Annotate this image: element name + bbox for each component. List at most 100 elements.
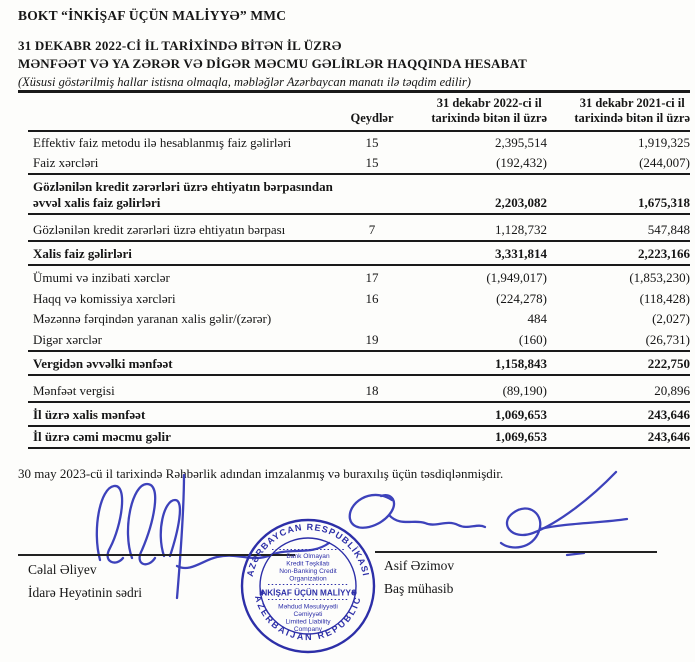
- row-value-2021: (118,428): [639, 290, 690, 306]
- stamp-outer-ring: [240, 518, 376, 654]
- company-name: BOKT “İNKİŞAF ÜÇÜN MALİYYƏ” MMC: [18, 8, 287, 23]
- row-note: [336, 425, 408, 449]
- row-value-2021: 20,896: [547, 374, 690, 403]
- stamp-org-line4: Organization: [289, 576, 327, 583]
- header-2021-line2: tarixində bitən il üzrə: [574, 111, 690, 125]
- row-label: Effektiv faiz metodu ilə hesablanmış fai…: [33, 134, 292, 150]
- stamp-legal-line2: Cəmiyyəti: [294, 611, 323, 618]
- row-label: Haqq və komissiya xərcləri: [33, 290, 176, 306]
- signatory-right-title: Baş mühasib: [384, 581, 454, 596]
- row-value-2021: (1,853,230): [629, 270, 690, 285]
- row-label: Gözlənilən kredit zərərləri üzrə ehtiyat…: [28, 174, 336, 215]
- row-value-2022: 3,331,814: [408, 241, 547, 266]
- header-2021: 31 dekabr 2021-ci il tarixində bitən il …: [547, 96, 690, 132]
- report-title-line1: 31 DEKABR 2022-Cİ İL TARİXİNDƏ BİTƏN İL …: [18, 38, 342, 53]
- row-value-2021: 1,675,318: [547, 174, 690, 215]
- table-row: Vergidən əvvəlki mənfəət 1,158,843 222,7…: [28, 350, 690, 376]
- approval-statement: 30 may 2023-cü il tarixində Rəhbərlik ad…: [18, 466, 504, 481]
- row-value-2021: 243,646: [547, 401, 690, 427]
- stamp-inner-ring: [259, 537, 357, 635]
- table-row: Ümumi və inzibati xərclər 17 (1,949,017)…: [28, 265, 690, 288]
- row-value-2021: 222,750: [547, 350, 690, 376]
- row-note: 19: [336, 329, 408, 352]
- signatory-left-title: İdarə Heyətinin sədri: [28, 585, 142, 600]
- row-value-2022: 1,069,653: [408, 425, 547, 449]
- row-label: Ümumi və inzibati xərclər: [33, 270, 170, 285]
- row-value-2022: (224,278): [496, 290, 547, 306]
- header-2022: 31 dekabr 2022-ci il tarixində bitən il …: [408, 96, 547, 132]
- table-row: Gözlənilən kredit zərərləri üzrə ehtiyat…: [28, 214, 690, 242]
- stamp-legal-line3: Limited Liability: [285, 619, 331, 626]
- stamp-center-name: İNKİŞAF ÜÇÜN MALİYYƏ: [259, 588, 357, 598]
- star-icon: ✱: [351, 589, 357, 597]
- report-title-line2: MƏNFƏƏT VƏ YA ZƏRƏR VƏ DİGƏR MƏCMU GƏLİR…: [18, 56, 528, 71]
- currency-note: (Xüsusi göstərilmiş hallar istisna olmaq…: [18, 75, 471, 89]
- row-note: 16: [365, 290, 379, 306]
- row-value-2021: (244,007): [547, 152, 690, 175]
- row-value-2022: 2,395,514: [495, 134, 547, 150]
- row-note: [336, 350, 408, 376]
- row-label: Mənfəət vergisi: [28, 374, 336, 403]
- table-row: İl üzrə cəmi məcmu gəlir 1,069,653 243,6…: [28, 425, 690, 449]
- stamp-org-line2: Kredit Təşkilatı: [286, 561, 330, 568]
- table-row: Gözlənilən kredit zərərləri üzrə ehtiyat…: [28, 174, 690, 215]
- row-value-2022: (89,190): [408, 374, 547, 403]
- table-header-row: Qeydlər 31 dekabr 2022-ci il tarixində b…: [28, 96, 690, 132]
- table-row: Məzənnə fərqindən yaranan xalis gəlir/(z…: [28, 309, 690, 330]
- signature-right: [348, 470, 629, 557]
- row-value-2022: (192,432): [408, 152, 547, 175]
- row-label: Xalis faiz gəlirləri: [28, 241, 336, 266]
- header-notes: Qeydlər: [336, 96, 408, 132]
- row-value-2022: (1,949,017): [486, 270, 547, 285]
- row-value-2021: 243,646: [547, 425, 690, 449]
- row-label: Məzənnə fərqindən yaranan xalis gəlir/(z…: [33, 311, 272, 326]
- row-note: 15: [336, 152, 408, 175]
- stamp-org-line3: Non-Banking Credit: [279, 568, 337, 575]
- stamp-org-line1: Bank Olmayan: [286, 553, 330, 560]
- income-statement-table: Qeydlər 31 dekabr 2022-ci il tarixində b…: [28, 96, 690, 449]
- row-note: [336, 241, 408, 266]
- signature-line-right: [375, 551, 657, 553]
- table-row: Effektiv faiz metodu ilə hesablanmış fai…: [28, 131, 690, 153]
- row-note: [336, 174, 408, 215]
- header-2022-line1: 31 dekabr 2022-ci il: [436, 96, 542, 110]
- star-icon: ✱: [259, 589, 265, 597]
- row-value-2021: (26,731): [547, 329, 690, 352]
- row-label: Vergidən əvvəlki mənfəət: [28, 350, 336, 376]
- row-label: Digər xərclər: [28, 329, 336, 352]
- signatory-left-name: Cəlal Əliyev: [28, 562, 97, 577]
- row-value-2021: 1,919,325: [638, 134, 690, 150]
- row-value-2022: 1,128,732: [408, 214, 547, 242]
- row-label: Gözlənilən kredit zərərləri üzrə ehtiyat…: [28, 214, 336, 242]
- divider-rule: [18, 90, 690, 93]
- row-value-2021: (2,027): [652, 311, 690, 326]
- row-label: İl üzrə xalis mənfəət: [28, 401, 336, 427]
- row-value-2021: 2,223,166: [547, 241, 690, 266]
- row-value-2022: 1,069,653: [408, 401, 547, 427]
- row-note: [336, 309, 408, 330]
- stamp-legal-line4: Company: [294, 626, 323, 633]
- table-row: Xalis faiz gəlirləri 3,331,814 2,223,166: [28, 241, 690, 266]
- row-value-2022: 484: [527, 311, 548, 326]
- row-label: Faiz xərcləri: [28, 152, 336, 175]
- table-row: Haqq və komissiya xərcləri 16 (224,278) …: [28, 288, 690, 309]
- company-stamp: AZƏRBAYCAN RESPUBLİKASI AZERBAIJAN REPUB…: [240, 518, 376, 654]
- row-note: 18: [336, 374, 408, 403]
- row-label: İl üzrə cəmi məcmu gəlir: [28, 425, 336, 449]
- row-note: 17: [365, 270, 379, 285]
- row-value-2022: (160): [408, 329, 547, 352]
- table-row: İl üzrə xalis mənfəət 1,069,653 243,646: [28, 401, 690, 427]
- row-note: 7: [336, 214, 408, 242]
- signatory-right-name: Asif Əzimov: [384, 558, 455, 573]
- row-note: [336, 401, 408, 427]
- table-row: Faiz xərcləri 15 (192,432) (244,007): [28, 152, 690, 175]
- row-value-2022: 2,203,082: [408, 174, 547, 215]
- header-empty: [28, 96, 336, 132]
- signature-line-left: [18, 554, 295, 556]
- row-value-2022: 1,158,843: [408, 350, 547, 376]
- stamp-legal-line1: Məhdud Məsuliyyətli: [278, 604, 338, 611]
- header-2022-line2: tarixində bitən il üzrə: [431, 111, 547, 125]
- table-row: Digər xərclər 19 (160) (26,731): [28, 329, 690, 352]
- header-2021-line1: 31 dekabr 2021-ci il: [579, 96, 685, 110]
